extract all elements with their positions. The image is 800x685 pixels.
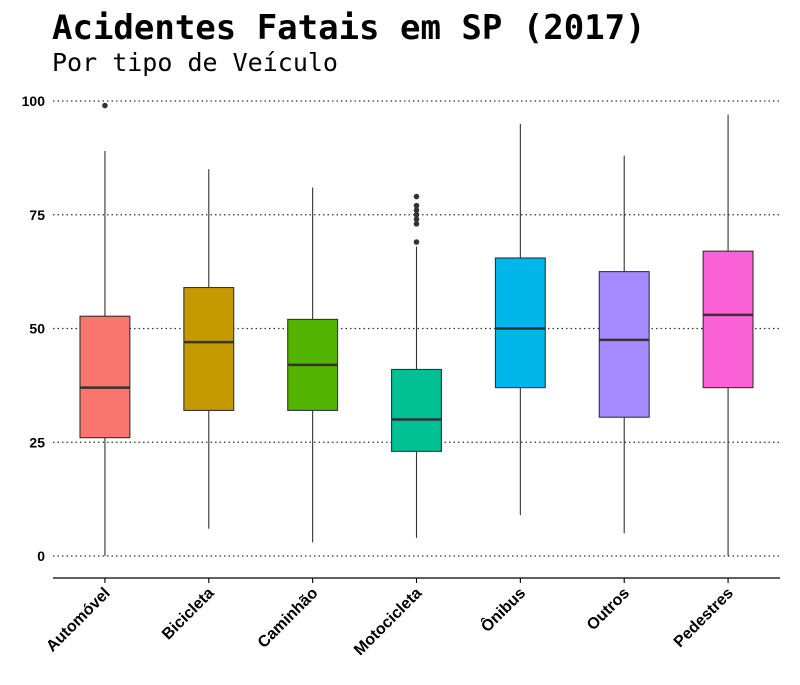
outlier-cat-3-1: [413, 221, 420, 227]
box-cat-6: [702, 250, 754, 389]
box-cat-1: [183, 286, 235, 411]
x-tick-label-cat-3: Motocicleta: [351, 585, 425, 659]
box-cat-5: [598, 271, 650, 418]
x-tick-label-cat-5: Outros: [584, 585, 633, 634]
outlier-cat-3-6: [413, 193, 420, 200]
y-tick-label-50: 50: [29, 321, 45, 337]
outlier-cat-3-0: [413, 239, 420, 245]
x-tick-label-cat-0: Automóvel: [43, 585, 113, 655]
y-tick-label-0: 0: [37, 548, 45, 564]
y-tick-label-100: 100: [22, 93, 46, 109]
box-cat-3: [391, 368, 442, 452]
outlier-cat-3-5: [413, 202, 420, 209]
box-cat-4: [494, 257, 546, 389]
x-tick-label-cat-4: Ônibus: [477, 583, 529, 635]
outlier-cat-3-2: [413, 216, 420, 223]
y-tick-label-75: 75: [29, 207, 45, 223]
y-tick-label-25: 25: [29, 434, 45, 450]
chart-subtitle: Por tipo de Veículo: [52, 48, 338, 77]
outlier-cat-0-0: [102, 102, 108, 109]
chart-title: Acidentes Fatais em SP (2017): [52, 8, 646, 48]
outlier-cat-3-3: [413, 211, 420, 218]
x-tick-label-cat-2: Caminhão: [255, 585, 322, 652]
outlier-cat-3-4: [413, 207, 420, 213]
x-tick-label-cat-1: Bicicleta: [159, 585, 218, 644]
x-tick-label-cat-6: Pedestres: [671, 585, 737, 651]
box-cat-0: [79, 315, 131, 439]
